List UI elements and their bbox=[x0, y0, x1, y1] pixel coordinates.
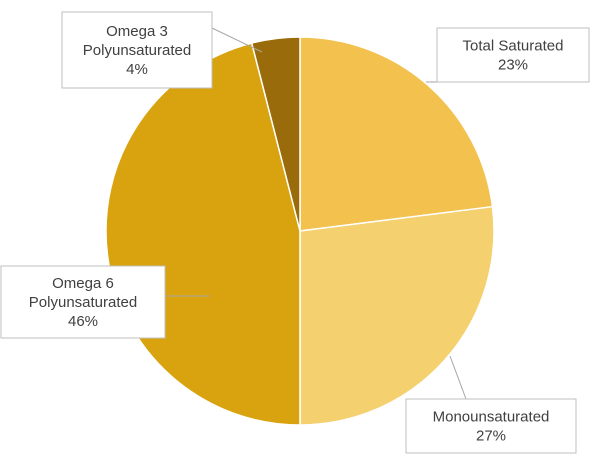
data-label-category: Monounsaturated bbox=[433, 409, 550, 426]
leader-line-monounsaturated bbox=[449, 355, 467, 400]
pie-slices bbox=[105, 36, 495, 426]
callout-total-saturated: Total Saturated 23% bbox=[436, 27, 590, 83]
data-label-category: Omega 6 bbox=[52, 275, 114, 292]
data-label-category: Total Saturated bbox=[463, 38, 564, 55]
callout-monounsaturated: Monounsaturated 27% bbox=[405, 398, 577, 454]
data-callouts: Total Saturated 23% Monounsaturated 27% Omeg… bbox=[0, 11, 590, 454]
callout-omega-6-polyunsaturated: Omega 6 Polyunsaturated 46% bbox=[0, 265, 166, 339]
callout-box bbox=[405, 398, 577, 454]
data-label-percent: 23% bbox=[498, 57, 528, 74]
data-label-category: Omega 3 bbox=[106, 23, 168, 40]
data-label-category: Polyunsaturated bbox=[83, 42, 191, 59]
pie-slice-omega-3-polyunsaturated bbox=[250, 36, 301, 232]
callout-omega-3-polyunsaturated: Omega 3 Polyunsaturated 4% bbox=[61, 11, 213, 89]
leader-line-omega-3-polyunsaturated bbox=[211, 27, 263, 53]
pie-slice-monounsaturated bbox=[299, 205, 495, 426]
data-label-percent: 27% bbox=[476, 428, 506, 445]
leader-lines bbox=[165, 27, 467, 400]
data-label-percent: 4% bbox=[126, 61, 148, 78]
callout-box bbox=[436, 27, 590, 83]
data-label-category: Polyunsaturated bbox=[29, 294, 137, 311]
data-label-percent: 46% bbox=[68, 313, 98, 330]
callout-box bbox=[61, 11, 213, 89]
callout-box bbox=[0, 265, 166, 339]
pie-slice-total-saturated bbox=[299, 36, 494, 232]
